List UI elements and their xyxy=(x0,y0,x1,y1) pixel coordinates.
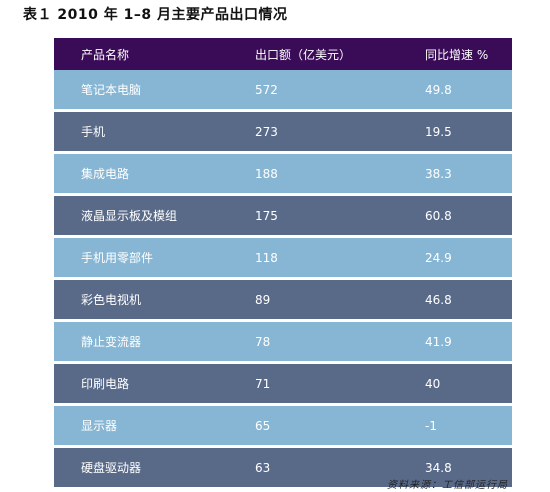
product-name-cell: 手机用零部件 xyxy=(81,251,154,265)
export-value-cell: 78 xyxy=(255,334,271,349)
table-row: 静止变流器 78 41.9 xyxy=(54,322,512,364)
growth-rate-cell: 49.8 xyxy=(425,82,452,97)
export-table: 产品名称 出口额（亿美元） 同比增速 % 笔记本电脑 572 49.8 手机 273 19… xyxy=(54,38,512,490)
growth-rate-cell: 34.8 xyxy=(425,460,452,475)
growth-rate-cell: 41.9 xyxy=(425,334,452,349)
growth-rate-cell: 24.9 xyxy=(425,250,452,265)
export-value-cell: 175 xyxy=(255,208,278,223)
product-name-cell: 液晶显示板及模组 xyxy=(81,209,178,223)
product-name-cell: 显示器 xyxy=(81,419,118,433)
growth-rate-cell: -1 xyxy=(425,418,437,433)
export-value-cell: 71 xyxy=(255,376,271,391)
growth-rate-cell: 46.8 xyxy=(425,292,452,307)
table-row: 硬盘驱动器 63 34.8 xyxy=(54,448,512,490)
product-name-cell: 印刷电路 xyxy=(81,377,130,391)
source-note: 资料来源：工信部运行局 xyxy=(387,480,508,491)
growth-rate-cell: 19.5 xyxy=(425,124,452,139)
product-name-cell: 硬盘驱动器 xyxy=(81,461,142,475)
growth-rate-cell: 40 xyxy=(425,376,441,391)
header-growth-rate: 同比增速 % xyxy=(425,47,489,62)
export-value-cell: 273 xyxy=(255,124,278,139)
export-value-cell: 572 xyxy=(255,82,278,97)
header-product-name: 产品名称 xyxy=(81,47,130,62)
table-row: 集成电路 188 38.3 xyxy=(54,154,512,196)
table-row: 印刷电路 71 40 xyxy=(54,364,512,406)
product-name-cell: 彩色电视机 xyxy=(81,293,142,307)
export-value-cell: 63 xyxy=(255,460,271,475)
product-name-cell: 集成电路 xyxy=(81,167,130,181)
table-row: 液晶显示板及模组 175 60.8 xyxy=(54,196,512,238)
table-header-row: 产品名称 出口额（亿美元） 同比增速 % xyxy=(54,38,512,70)
product-name-cell: 手机 xyxy=(81,125,106,139)
header-export-value: 出口额（亿美元） xyxy=(255,47,352,62)
export-value-cell: 188 xyxy=(255,166,278,181)
table-row: 手机 273 19.5 xyxy=(54,112,512,154)
export-value-cell: 65 xyxy=(255,418,271,433)
product-name-cell: 静止变流器 xyxy=(81,335,142,349)
table-row: 显示器 65 -1 xyxy=(54,406,512,448)
table-title: 表１ 2010 年 1–8 月主要产品出口情况 xyxy=(23,7,288,23)
table-row: 彩色电视机 89 46.8 xyxy=(54,280,512,322)
export-value-cell: 89 xyxy=(255,292,271,307)
table-row: 手机用零部件 118 24.9 xyxy=(54,238,512,280)
growth-rate-cell: 38.3 xyxy=(425,166,452,181)
product-name-cell: 笔记本电脑 xyxy=(81,83,142,97)
export-value-cell: 118 xyxy=(255,250,278,265)
table-row: 笔记本电脑 572 49.8 xyxy=(54,70,512,112)
growth-rate-cell: 60.8 xyxy=(425,208,452,223)
